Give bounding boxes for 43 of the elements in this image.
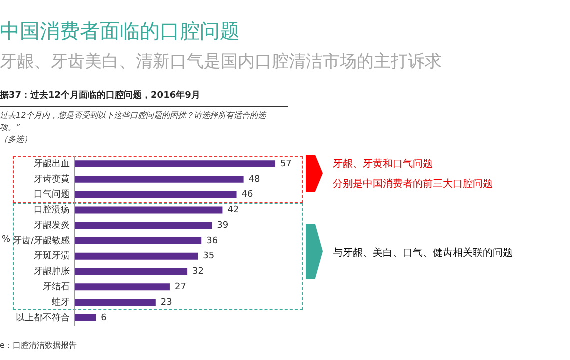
text: e：口腔清洁数据报告 <box>0 340 77 351</box>
y-tick-label: 牙龈发炎 <box>34 220 70 231</box>
data-label: 27 <box>174 282 186 292</box>
bar <box>75 160 276 168</box>
y-tick-label: 牙龈出血 <box>34 158 70 170</box>
y-tick-label: 牙斑牙渍 <box>34 250 70 262</box>
data-label: 23 <box>160 298 172 308</box>
y-tick-label: 牙龈肿胀 <box>34 266 70 278</box>
bar <box>75 299 156 306</box>
text: 分别是中国消费者的前三大口腔问题 <box>333 178 493 191</box>
text: 过去12个月内，您是否受到以下这些口腔问题的困扰？请选择所有适合的选项。” <box>0 110 268 134</box>
bar <box>75 252 198 260</box>
data-label: 39 <box>217 220 229 231</box>
bar <box>75 206 223 214</box>
text: 据37：过去12个月面临的口腔问题，2016年9月 <box>0 89 200 102</box>
text: 牙龈、牙黄和口气问题 <box>333 158 433 171</box>
data-label: 36 <box>206 236 218 246</box>
text: 与牙龈、美白、口气、健齿相关联的问题 <box>333 246 513 260</box>
y-tick-label: 牙结石 <box>43 281 70 292</box>
y-tick-label: 蛀牙 <box>52 296 70 308</box>
data-label: 46 <box>242 190 254 200</box>
bar <box>75 284 170 291</box>
chart-subtitle: 牙龈、牙齿美白、清新口气是国内口腔清洁市场的主打诉求 <box>0 51 442 73</box>
data-label: 48 <box>248 174 261 185</box>
bar <box>75 314 96 322</box>
data-label: 32 <box>192 267 204 278</box>
data-label: 42 <box>228 206 240 216</box>
bar <box>75 268 188 276</box>
y-tick-label: 牙齿/牙龈敏感 <box>12 235 70 246</box>
bar <box>75 176 244 183</box>
text: （多选） <box>0 134 32 145</box>
data-label: 6 <box>101 313 108 324</box>
y-tick-label: 牙齿变黄 <box>34 174 70 185</box>
bar <box>75 191 237 198</box>
y-axis-title: % <box>2 235 11 245</box>
bar <box>75 222 212 230</box>
chart-title: 中国消费者面临的口腔问题 <box>0 18 240 45</box>
data-label: 35 <box>203 252 215 262</box>
y-tick-label: 口腔溃疡 <box>34 204 70 216</box>
bar <box>75 238 202 244</box>
y-tick-label: 口气问题 <box>34 189 70 200</box>
y-tick-label: 以上都不符合 <box>16 312 70 324</box>
data-label: 57 <box>280 159 292 170</box>
